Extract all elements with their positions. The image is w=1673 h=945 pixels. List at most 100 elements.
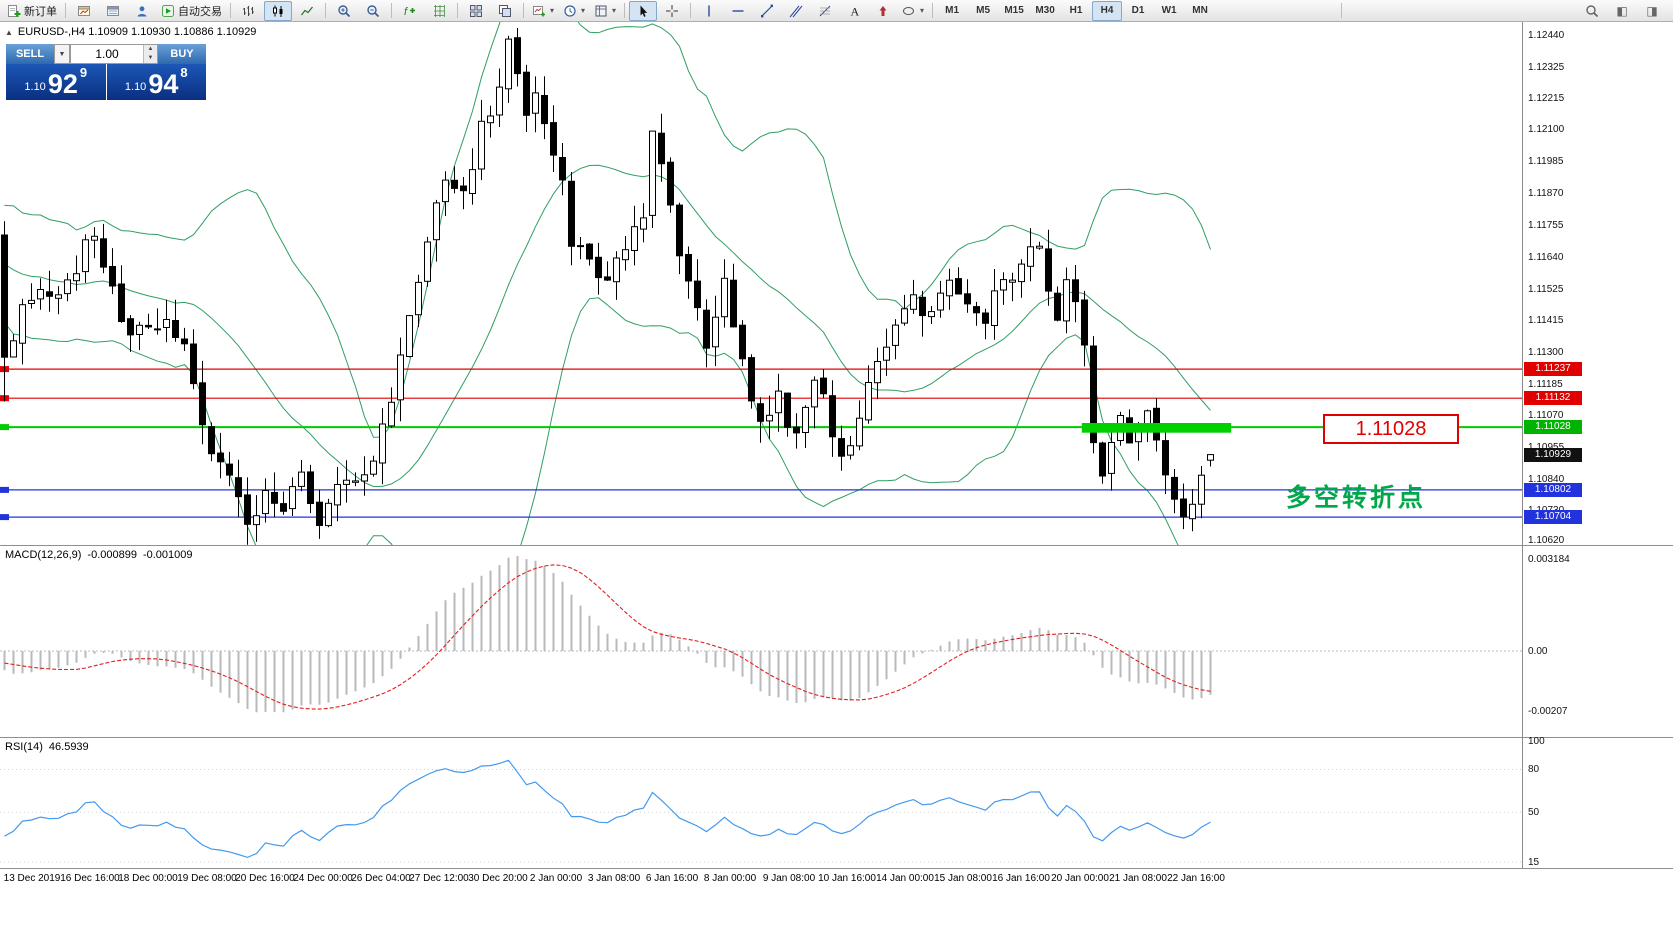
sell-button[interactable]: SELL <box>6 44 54 64</box>
arrow-marker-icon <box>876 4 890 18</box>
time-axis-label: 26 Dec 04:00 <box>351 873 411 884</box>
buy-button[interactable]: BUY <box>158 44 206 64</box>
chevron-down-icon: ▾ <box>612 6 617 15</box>
zoom-in-button[interactable] <box>330 1 358 21</box>
svg-text:A: A <box>851 4 860 18</box>
channel-icon <box>789 4 803 18</box>
auto-trading-button[interactable]: 自动交易 <box>157 1 226 21</box>
candle-chart-type-button[interactable] <box>264 0 292 21</box>
bollinger-lower-line <box>4 297 1179 545</box>
buy-price-button[interactable]: 1.10 94 8 <box>106 64 206 100</box>
volume-dropdown[interactable]: ▼ <box>54 44 70 64</box>
bar-chart-type-button[interactable] <box>235 1 263 21</box>
timeframe-mn[interactable]: MN <box>1192 5 1208 16</box>
templates-button[interactable]: ▾ <box>590 1 620 21</box>
time-axis[interactable]: 13 Dec 2019 16 Dec 16:00 18 Dec 00:00 19 De… <box>0 868 1673 888</box>
volume-input[interactable] <box>71 45 143 63</box>
data-window-button[interactable] <box>99 1 127 21</box>
timeframe-m1[interactable]: M1 <box>945 5 960 16</box>
grid-icon <box>432 4 446 18</box>
price-tag: 1.10704 <box>1524 510 1582 524</box>
panel-right-icon: ◨ <box>1646 3 1658 18</box>
grid-button[interactable] <box>425 1 453 21</box>
price-callout-box[interactable]: 1.11028 <box>1323 414 1459 444</box>
zoom-out-button[interactable] <box>359 1 387 21</box>
timeframe-w1[interactable]: W1 <box>1161 5 1177 16</box>
new-order-button[interactable]: 新订单 <box>3 1 61 21</box>
cursor-tool-button[interactable] <box>629 0 658 21</box>
rsi-scale: 100 80 50 15 <box>1522 736 1673 868</box>
rsi-scale-label: 50 <box>1528 807 1540 818</box>
timeframe-h1[interactable]: H1 <box>1069 5 1083 16</box>
toolbar-separator <box>391 3 392 18</box>
y-axis-label: 1.12440 <box>1528 30 1565 41</box>
macd-histogram <box>3 556 1212 713</box>
tile-windows-button[interactable] <box>462 1 490 21</box>
shapes-button[interactable]: ▾ <box>898 1 928 21</box>
new-order-label: 新订单 <box>24 5 57 18</box>
line-chart-type-button[interactable] <box>293 1 321 21</box>
price-tag: 1.11132 <box>1524 391 1582 405</box>
timeframe-h4[interactable]: H4 <box>1092 0 1123 21</box>
arrow-objects-button[interactable] <box>869 1 897 21</box>
turning-point-note[interactable]: 多空转折点 <box>1286 484 1427 512</box>
level-line-left-anchor <box>0 486 9 493</box>
timeframe-m30[interactable]: M30 <box>1035 5 1055 16</box>
toolbar-separator <box>523 3 524 18</box>
rsi-value: 46.5939 <box>48 741 89 753</box>
time-axis-label: 14 Jan 00:00 <box>876 873 934 884</box>
bollinger-upper-line <box>4 22 1211 438</box>
vertical-line-tool-button[interactable] <box>695 1 723 21</box>
crosshair-tool-button[interactable] <box>658 1 686 21</box>
horizontal-line-tool-button[interactable] <box>724 1 752 21</box>
candle-wicks <box>4 28 1211 545</box>
time-axis-label: 16 Jan 16:00 <box>992 873 1050 884</box>
macd-label-row: MACD(12,26,9) -0.000899 -0.001009 <box>5 549 199 561</box>
rsi-scale-label: 80 <box>1528 764 1540 775</box>
data-window-icon <box>106 4 120 18</box>
timeframe-d1[interactable]: D1 <box>1131 5 1145 16</box>
toolbar-separator <box>230 3 231 18</box>
panel-left-icon: ◧ <box>1616 3 1628 18</box>
macd-signal-value: -0.001009 <box>142 549 193 561</box>
indicators-button[interactable]: f <box>396 1 424 21</box>
cascade-windows-button[interactable] <box>491 1 519 21</box>
y-axis-label: 1.11185 <box>1528 379 1563 390</box>
rsi-scale-label: 15 <box>1528 857 1540 868</box>
fibonacci-tool-button[interactable] <box>811 1 839 21</box>
timeframe-m5[interactable]: M5 <box>976 5 991 16</box>
bear-candles <box>1 37 1187 527</box>
sell-price-button[interactable]: 1.10 92 9 <box>6 64 106 100</box>
workspace-right-button[interactable]: ◨ <box>1638 1 1666 21</box>
navigator-button[interactable] <box>128 1 156 21</box>
bull-candles <box>10 38 1214 527</box>
text-tool-button[interactable]: A <box>840 1 868 21</box>
svg-text:f: f <box>404 6 408 18</box>
search-button[interactable] <box>1578 1 1606 21</box>
timeframe-m15[interactable]: M15 <box>1004 5 1024 16</box>
price-scale: 1.12440 1.12325 1.12215 1.12100 1.11985 1.118… <box>1522 22 1673 546</box>
market-watch-button[interactable] <box>70 1 98 21</box>
main-toolbar: 新订单 自动交易 f ▾ ▾ ▾ A ▾ M1 M5 M15 M30 H1 H4 D1 W1 M… <box>0 0 1673 22</box>
macd-scale: 0.003184 0.00 -0.00207 <box>1522 546 1673 737</box>
periods-button[interactable]: ▾ <box>559 1 589 21</box>
channel-tool-button[interactable] <box>782 1 810 21</box>
key-level-zone[interactable] <box>1081 423 1232 433</box>
rsi-label-row: RSI(14) 46.5939 <box>5 741 95 753</box>
macd-panel: MACD(12,26,9) -0.000899 -0.001009 0.003184… <box>0 545 1673 737</box>
trendline-tool-button[interactable] <box>753 1 781 21</box>
workspace-left-button[interactable]: ◧ <box>1608 1 1636 21</box>
volume-down-button[interactable]: ▼ <box>144 54 157 63</box>
toolbar-separator <box>690 3 692 18</box>
volume-up-button[interactable]: ▲ <box>144 45 157 54</box>
candlestick-chart <box>0 22 1522 545</box>
y-axis-label: 1.11870 <box>1528 188 1564 199</box>
new-chart-button[interactable]: ▾ <box>528 1 558 21</box>
y-axis-label: 1.11640 <box>1528 252 1564 263</box>
time-axis-label: 20 Dec 16:00 <box>235 873 295 884</box>
macd-signal-line <box>4 564 1211 710</box>
symbol-ohlc-label: EURUSD-,H4 1.10909 1.10930 1.10886 1.109… <box>17 26 257 38</box>
price-tag: 1.11028 <box>1524 420 1582 434</box>
collapse-arrow-icon[interactable]: ▲ <box>5 27 13 37</box>
auto-trading-label: 自动交易 <box>178 5 222 18</box>
